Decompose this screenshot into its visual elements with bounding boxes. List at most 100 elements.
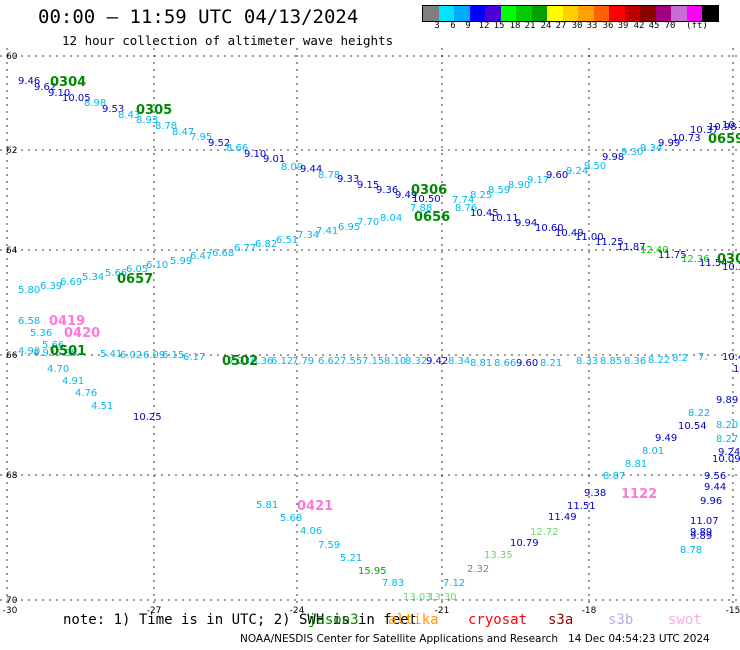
wave-height-label: 9.94 [515,218,537,229]
color-scale-label: 3 [434,21,440,31]
wave-height-label: 8.81 [625,459,647,470]
wave-height-label: 5.41 [100,349,122,360]
latitude-label: 68 [6,471,18,481]
wave-height-label: 6.10 [146,260,168,271]
wave-height-label: 11.54 [699,258,728,269]
wave-height-label: 9.60 [516,358,538,369]
satellite-legend-item: s3a [548,612,574,628]
wave-height-label: 9.34 [640,143,662,154]
wave-height-label: 5.81 [256,500,278,511]
wave-height-label: 9.44 [300,164,322,175]
track-time-label: 0656 [414,210,450,225]
wave-height-label: 9.98 [602,152,624,163]
wave-height-label: 8.25 [470,190,492,201]
wave-height-label: 9.99 [658,138,680,149]
legend-note: note: 1) Time is in UTC; 2) SWH is in fe… [63,612,418,628]
track-time-label: 0306 [411,183,447,198]
wave-height-label: 11.60 [733,364,740,375]
page-subtitle: 12 hour collection of altimeter wave hei… [62,33,394,48]
wave-height-label: 6.05 [126,264,148,275]
longitude-label: -15 [726,606,740,616]
track-time-label: 0421 [297,499,333,514]
wave-height-label: 8.22 [688,408,710,419]
longitude-label: -24 [290,606,305,616]
wave-height-label: 7.70 [357,217,379,228]
satellite-legend-item: s3b [608,612,634,628]
wave-height-label: 5.80 [18,285,40,296]
wave-height-label: 7.15 [362,356,384,367]
latitude-label: 66 [6,351,18,361]
wave-height-label: 13.03 [403,592,432,603]
wave-height-label: 8.78 [155,121,177,132]
wave-height-label: 9.89 [690,527,712,538]
wave-height-label: 7.41 [316,226,338,237]
wave-height-label: 8.27 [716,434,738,445]
wave-height-label: 9.33 [337,174,359,185]
satellite-legend-item: swot [668,612,702,628]
wave-height-label: 5.36 [30,328,52,339]
wave-height-label: 9.24 [718,447,740,458]
wave-height-label: 6.39 [40,281,62,292]
wave-height-label: 7. [698,352,708,363]
wave-height-label: 9.42 [426,356,448,367]
wave-height-label: 10.60 [535,223,564,234]
wave-height-label: 2.32 [467,564,489,575]
wave-height-label: 9.46 [18,76,40,87]
wave-height-label: 6.82 [255,239,277,250]
color-scale-bar [422,5,719,22]
color-scale-label: 70 [664,21,676,31]
wave-height-label: 5.38 [55,348,77,359]
wave-height-label: 5.99 [170,256,192,267]
color-swatch [640,6,656,21]
track-time-label: 0419 [49,314,85,329]
color-scale-label: 45 [648,21,660,31]
longitude-label: -30 [3,606,18,616]
longitude-label: -21 [435,606,450,616]
wave-height-label: 5.21 [340,553,362,564]
wave-height-label: 8.76 [455,203,477,214]
color-scale-label: 30 [571,21,583,31]
wave-height-label: 6.77 [234,243,256,254]
wave-height-label: 5.66 [42,340,64,351]
wave-height-label: 4.90 [18,346,40,357]
wave-height-label: 8.78 [318,170,340,181]
wave-height-label: 8.66 [226,143,248,154]
track-time-label: 0501 [50,344,86,359]
wave-height-label: 8.43 [118,110,140,121]
wave-height-label: 6.69 [60,277,82,288]
wave-height-label: 10.73 [672,133,701,144]
color-scale-label: 27 [555,21,567,31]
wave-height-label: 12.36 [681,254,710,265]
track-time-label: 0657 [117,272,153,287]
wave-height-label: 12.40 [640,245,669,256]
wave-height-label: 8.09 [281,162,303,173]
wave-height-label: 8.87 [603,471,625,482]
track-time-label: 0659 [708,132,740,147]
wave-height-label: 8.32 [405,356,427,367]
wave-height-label: 6.51 [276,235,298,246]
wave-height-label: 8.01 [642,446,664,457]
color-scale-label: (ft) [686,21,708,31]
color-scale-label: 39 [617,21,629,31]
wave-height-label: 6.09 [143,350,165,361]
track-time-label: 0502 [222,354,258,369]
latitude-label: 62 [6,146,17,156]
wave-height-label: 6.17 [183,352,205,363]
wave-height-label: 11.87 [617,242,646,253]
wave-height-label: 8.85 [600,356,622,367]
wave-height-label: 10.25 [133,412,162,423]
color-swatch [500,6,516,21]
color-swatch [593,6,609,21]
color-scale-label: 33 [586,21,598,31]
wave-height-label: 5.34 [82,272,104,283]
color-swatch [485,6,501,21]
color-swatch [609,6,625,21]
wave-height-label: 4.06 [300,526,322,537]
satellite-legend-item: jason3 [308,612,359,628]
color-swatch [702,6,718,21]
color-swatch [423,6,439,21]
wave-height-label: 10.49 [555,228,584,239]
wave-height-label: 9.50 [584,161,606,172]
latitude-label: 70 [6,596,18,606]
